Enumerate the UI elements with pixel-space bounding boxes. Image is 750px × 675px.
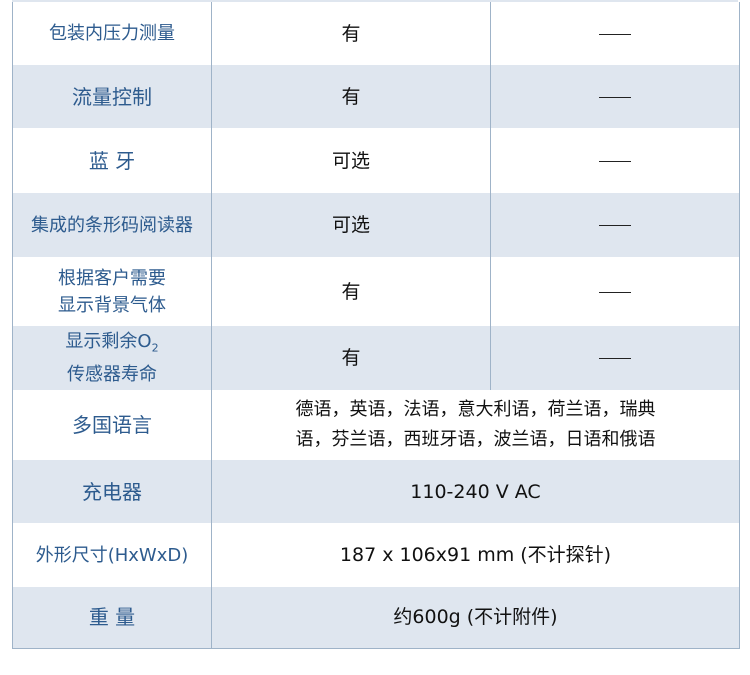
other-value xyxy=(490,193,740,257)
feature-label: 蓝 牙 xyxy=(12,128,212,193)
dash xyxy=(599,358,631,359)
table-row: 显示剩余O2 传感器寿命 有 xyxy=(12,326,740,390)
feature-value: 有 xyxy=(211,326,491,390)
feature-value: 187 x 106x91 mm (不计探针) xyxy=(339,544,612,566)
dash xyxy=(599,33,631,35)
feature-label: 多国语言 xyxy=(12,390,212,460)
table-row: 蓝 牙 可选 xyxy=(12,128,740,193)
dash xyxy=(599,225,631,226)
feature-label: 根据客户需要 显示背景气体 xyxy=(12,257,212,326)
table-row: 流量控制 有 xyxy=(12,65,740,128)
table-row: 多国语言 德语，英语，法语，意大利语，荷兰语，瑞典 语，芬兰语，西班牙语，波兰语，… xyxy=(12,390,740,460)
feature-value: 有 xyxy=(211,2,491,65)
label-line: 显示剩余O xyxy=(65,330,152,352)
other-value xyxy=(490,326,740,390)
label-line: 显示背景气体 xyxy=(58,294,166,316)
table-row: 根据客户需要 显示背景气体 有 xyxy=(12,257,740,326)
top-band xyxy=(12,0,738,2)
feature-value: 可选 xyxy=(211,128,491,193)
feature-label: 集成的条形码阅读器 xyxy=(12,193,212,257)
dash xyxy=(599,160,631,162)
feature-value: 110-240 V AC xyxy=(211,460,740,523)
feature-label: 充电器 xyxy=(12,460,212,523)
table-row: 充电器 110-240 V AC xyxy=(12,460,740,523)
feature-label: 外形尺寸(HxWxD) xyxy=(12,523,212,587)
label-line: 根据客户需要 xyxy=(58,267,166,289)
feature-label: 重 量 xyxy=(12,587,212,648)
other-value xyxy=(491,257,740,326)
table-row: 包装内压力测量 有 xyxy=(12,2,740,65)
feature-value: 可选 xyxy=(211,193,491,257)
label-line: 传感器寿命 xyxy=(67,364,157,386)
feature-label: 包装内压力测量 xyxy=(12,2,212,65)
table-row: 集成的条形码阅读器 可选 xyxy=(12,193,740,257)
feature-value: 有 xyxy=(211,257,491,326)
other-value xyxy=(490,65,740,128)
table-row: 外形尺寸(HxWxD) 187 x 106x91 mm (不计探针) xyxy=(12,523,740,587)
feature-value: 有 xyxy=(211,65,491,128)
subscript: 2 xyxy=(151,341,159,355)
table-row: 重 量 约600g (不计附件) xyxy=(12,587,740,648)
dash xyxy=(599,96,631,98)
other-value xyxy=(491,128,740,193)
feature-value: 德语，英语，法语，意大利语，荷兰语，瑞典 语，芬兰语，西班牙语，波兰语，日语和俄语 xyxy=(212,390,740,460)
feature-value: 约600g (不计附件) xyxy=(211,587,740,648)
dash xyxy=(599,291,631,293)
spec-table: 包装内压力测量 有 流量控制 有 蓝 牙 可选 集成的条形码阅读器 可选 根据客… xyxy=(12,2,740,649)
value-line: 德语，英语，法语，意大利语，荷兰语，瑞典 xyxy=(295,399,656,420)
other-value xyxy=(491,2,740,65)
feature-label: 流量控制 xyxy=(12,65,212,128)
value-line: 语，芬兰语，西班牙语，波兰语，日语和俄语 xyxy=(295,429,656,450)
feature-label: 显示剩余O2 传感器寿命 xyxy=(12,326,212,390)
